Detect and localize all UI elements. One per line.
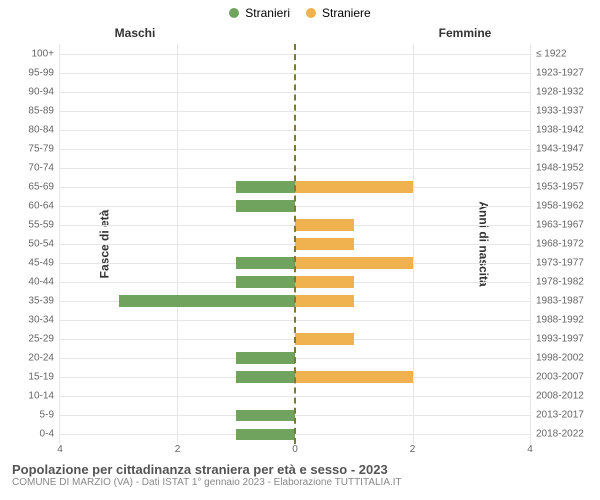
column-header-male: Maschi bbox=[0, 26, 300, 40]
legend-label: Stranieri bbox=[245, 6, 290, 20]
age-group-label: 75-79 bbox=[28, 143, 60, 154]
age-group-label: 45-49 bbox=[28, 258, 60, 269]
column-header-female: Femmine bbox=[300, 26, 600, 40]
population-pyramid-chart: Stranieri Straniere Maschi Femmine Fasce … bbox=[0, 0, 600, 500]
age-group-label: 30-34 bbox=[28, 315, 60, 326]
bar-female bbox=[295, 181, 413, 193]
bar-female bbox=[295, 333, 354, 345]
x-tick-label: 2 bbox=[410, 444, 416, 455]
birth-year-label: 1943-1947 bbox=[530, 143, 584, 154]
age-group-label: 70-74 bbox=[28, 162, 60, 173]
birth-year-label: 1938-1942 bbox=[530, 124, 584, 135]
bar-female bbox=[295, 257, 413, 269]
birth-year-label: 2008-2012 bbox=[530, 391, 584, 402]
age-group-label: 50-54 bbox=[28, 239, 60, 250]
legend-swatch bbox=[229, 8, 239, 18]
birth-year-label: ≤ 1922 bbox=[530, 48, 567, 59]
bar-male bbox=[236, 429, 295, 441]
legend-swatch bbox=[306, 8, 316, 18]
column-headers: Maschi Femmine bbox=[0, 26, 600, 44]
bar-male bbox=[236, 257, 295, 269]
age-group-label: 85-89 bbox=[28, 105, 60, 116]
age-group-label: 20-24 bbox=[28, 353, 60, 364]
center-divider bbox=[294, 44, 296, 444]
chart-footer: Popolazione per cittadinanza straniera p… bbox=[12, 462, 588, 488]
bar-female bbox=[295, 238, 354, 250]
age-group-label: 80-84 bbox=[28, 124, 60, 135]
birth-year-label: 1933-1937 bbox=[530, 105, 584, 116]
bar-male bbox=[236, 276, 295, 288]
bar-male bbox=[236, 410, 295, 422]
bar-male bbox=[236, 181, 295, 193]
age-group-label: 90-94 bbox=[28, 86, 60, 97]
age-group-label: 5-9 bbox=[40, 410, 60, 421]
birth-year-label: 1968-1972 bbox=[530, 239, 584, 250]
birth-year-label: 2013-2017 bbox=[530, 410, 584, 421]
age-group-label: 55-59 bbox=[28, 219, 60, 230]
age-group-label: 0-4 bbox=[40, 429, 60, 440]
x-tick-label: 0 bbox=[292, 444, 298, 455]
birth-year-label: 1973-1977 bbox=[530, 258, 584, 269]
age-group-label: 35-39 bbox=[28, 296, 60, 307]
x-tick-label: 4 bbox=[527, 444, 533, 455]
legend: Stranieri Straniere bbox=[0, 0, 600, 26]
x-tick-label: 2 bbox=[175, 444, 181, 455]
age-group-label: 25-29 bbox=[28, 334, 60, 345]
age-group-label: 100+ bbox=[31, 48, 60, 59]
birth-year-label: 1963-1967 bbox=[530, 219, 584, 230]
birth-year-label: 1923-1927 bbox=[530, 67, 584, 78]
bar-female bbox=[295, 295, 354, 307]
bar-male bbox=[236, 352, 295, 364]
age-group-label: 65-69 bbox=[28, 181, 60, 192]
bar-male bbox=[236, 200, 295, 212]
birth-year-label: 1993-1997 bbox=[530, 334, 584, 345]
plot-area: Fasce di età Anni di nascita 100+≤ 19229… bbox=[60, 44, 530, 444]
legend-item: Straniere bbox=[306, 6, 371, 20]
age-group-label: 95-99 bbox=[28, 67, 60, 78]
age-group-label: 10-14 bbox=[28, 391, 60, 402]
birth-year-label: 1948-1952 bbox=[530, 162, 584, 173]
birth-year-label: 1998-2002 bbox=[530, 353, 584, 364]
birth-year-label: 2003-2007 bbox=[530, 372, 584, 383]
x-tick-label: 4 bbox=[57, 444, 63, 455]
legend-item: Stranieri bbox=[229, 6, 290, 20]
bar-female bbox=[295, 276, 354, 288]
birth-year-label: 1953-1957 bbox=[530, 181, 584, 192]
chart-title: Popolazione per cittadinanza straniera p… bbox=[12, 462, 588, 477]
age-group-label: 15-19 bbox=[28, 372, 60, 383]
birth-year-label: 1988-1992 bbox=[530, 315, 584, 326]
birth-year-label: 2018-2022 bbox=[530, 429, 584, 440]
birth-year-label: 1983-1987 bbox=[530, 296, 584, 307]
age-group-label: 40-44 bbox=[28, 277, 60, 288]
bar-female bbox=[295, 219, 354, 231]
birth-year-label: 1978-1982 bbox=[530, 277, 584, 288]
legend-label: Straniere bbox=[322, 6, 371, 20]
bar-female bbox=[295, 371, 413, 383]
chart-subtitle: COMUNE DI MARZIO (VA) - Dati ISTAT 1° ge… bbox=[12, 477, 588, 488]
grid-line-vertical bbox=[530, 44, 531, 444]
birth-year-label: 1928-1932 bbox=[530, 86, 584, 97]
bar-male bbox=[119, 295, 295, 307]
birth-year-label: 1958-1962 bbox=[530, 200, 584, 211]
age-group-label: 60-64 bbox=[28, 200, 60, 211]
x-axis-labels: 0 2 2 4 4 bbox=[60, 444, 530, 458]
bar-male bbox=[236, 371, 295, 383]
